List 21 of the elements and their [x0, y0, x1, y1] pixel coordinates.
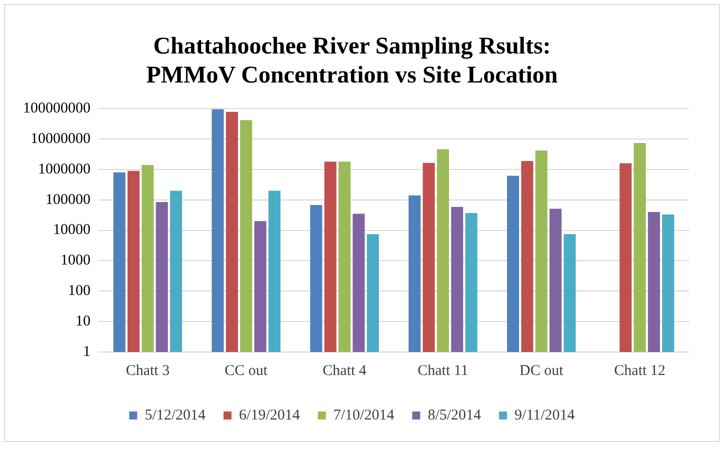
- x-tick-label: DC out: [519, 362, 564, 379]
- x-tick-label: CC out: [224, 362, 268, 379]
- y-tick-label: 10000000: [30, 130, 90, 147]
- legend-label: 8/5/2014: [428, 407, 482, 424]
- y-tick-label: 10: [76, 314, 90, 330]
- x-tick-label: Chatt 12: [614, 362, 666, 379]
- y-tick-label: 100000: [46, 192, 90, 208]
- x-tick-label: Chatt 11: [418, 362, 468, 379]
- x-tick-label: Chatt 3: [126, 362, 170, 379]
- y-tick-label: 100000000: [23, 100, 90, 117]
- y-tick-label: 1000000: [38, 161, 90, 178]
- y-tick-label: 10000: [53, 222, 90, 238]
- legend-label: 7/10/2014: [333, 407, 395, 424]
- y-tick-label: 1000: [60, 252, 90, 269]
- legend-label: 9/11/2014: [514, 407, 576, 424]
- x-tick-label: Chatt 4: [322, 362, 367, 379]
- legend-label: 6/19/2014: [239, 407, 300, 424]
- y-tick-label: 1: [83, 344, 90, 360]
- legend-label: 5/12/2014: [144, 407, 206, 424]
- chart-title: Chattahoochee River Sampling Rsults: PMMoV Concentration vs Site Location: [146, 34, 558, 88]
- y-tick-label: 100: [68, 283, 90, 300]
